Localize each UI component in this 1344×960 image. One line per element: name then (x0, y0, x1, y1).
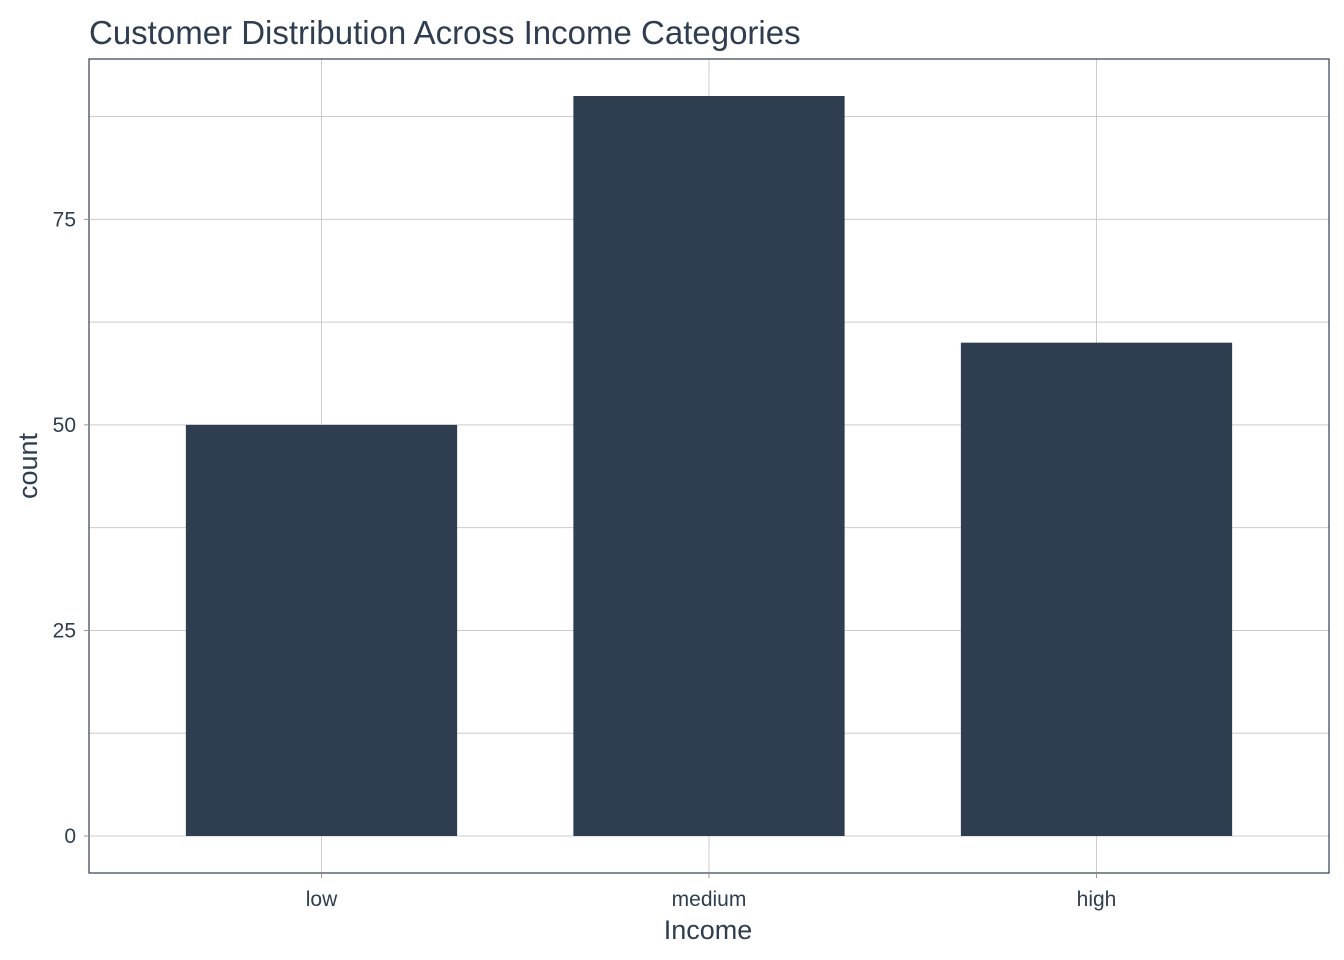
x-tick-label-high: high (1077, 888, 1117, 911)
bar-medium (573, 96, 845, 836)
y-tick-label-0: 0 (64, 825, 76, 848)
y-axis-title: count (13, 432, 43, 499)
bars (185, 96, 1233, 836)
x-axis-ticks: low medium high (306, 873, 1117, 911)
bar-low (185, 424, 458, 836)
x-tick-label-low: low (306, 888, 338, 911)
y-axis-ticks: 0 25 50 75 (53, 208, 89, 848)
y-tick-label-2: 50 (53, 414, 76, 437)
y-tick-label-1: 25 (53, 619, 76, 642)
bar-high (960, 342, 1233, 836)
x-tick-label-medium: medium (672, 888, 747, 911)
y-tick-label-3: 75 (53, 208, 76, 231)
chart-title: Customer Distribution Across Income Cate… (89, 14, 801, 51)
x-axis-title: Income (664, 915, 753, 945)
